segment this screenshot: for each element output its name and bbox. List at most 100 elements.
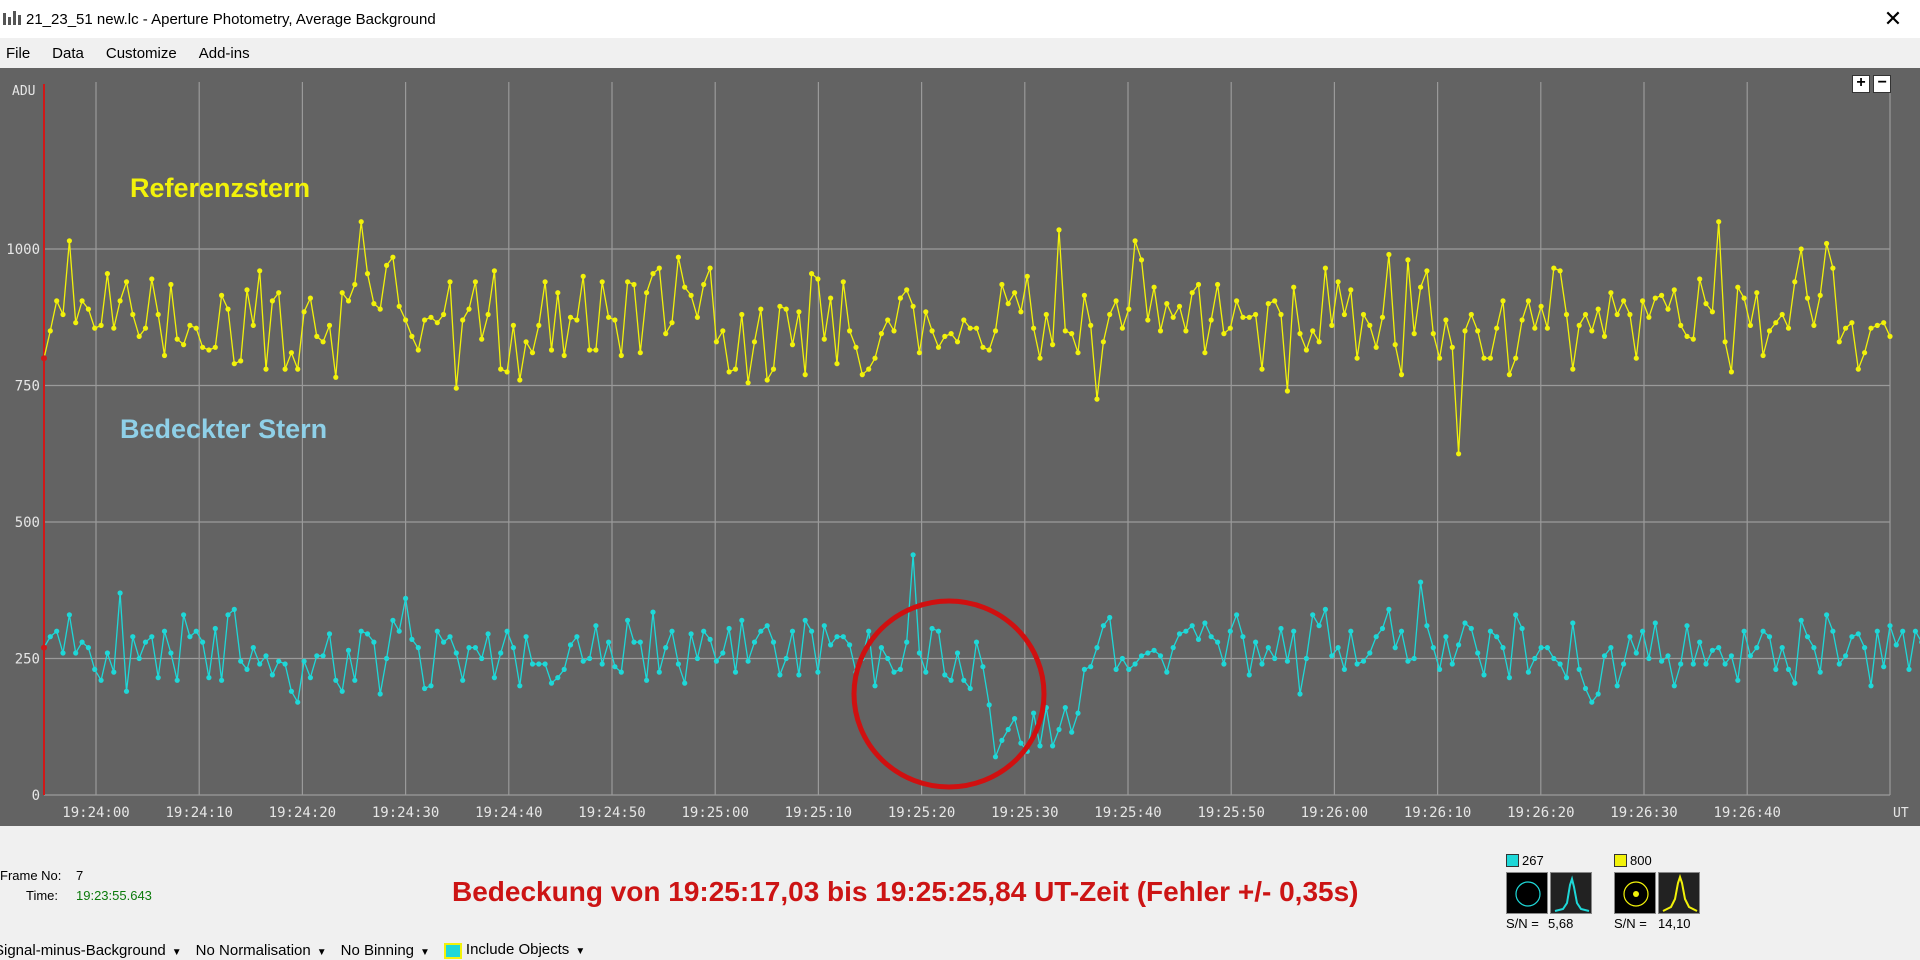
data-point <box>54 298 60 304</box>
light-curve-chart[interactable]: 0 250 500 750 1000 19:24:00 19:24:10 19:24:20 19… <box>0 68 1920 826</box>
data-point <box>168 650 174 656</box>
menu-data[interactable]: Data <box>52 44 84 62</box>
light-curve-plot[interactable]: 0 250 500 750 1000 19:24:00 19:24:10 19:24:20 19… <box>0 68 1920 826</box>
data-point <box>1735 284 1741 290</box>
data-point <box>339 290 345 296</box>
object-1-color-swatch <box>1506 854 1519 867</box>
data-point <box>1881 320 1887 326</box>
data-point <box>1684 333 1690 339</box>
data-point <box>85 306 91 312</box>
data-point <box>1012 716 1018 722</box>
data-point <box>1335 279 1341 285</box>
data-point <box>732 669 739 675</box>
data-point <box>1640 298 1646 304</box>
data-point <box>1411 331 1417 337</box>
object-2-aperture-thumbnail[interactable] <box>1614 872 1656 914</box>
data-point <box>599 661 605 667</box>
data-point <box>1633 650 1639 656</box>
data-point <box>726 625 732 632</box>
x-tick-label: 19:24:30 <box>372 805 439 821</box>
data-point <box>504 369 510 375</box>
zoom-in-button[interactable]: + <box>1852 75 1870 93</box>
data-point <box>669 628 675 634</box>
data-point <box>929 625 935 632</box>
data-point <box>409 333 415 339</box>
mode-dropdown[interactable]: Signal-minus-Background ▼ <box>0 942 182 959</box>
data-point <box>1170 314 1176 320</box>
data-point <box>1849 320 1855 326</box>
data-point <box>1475 650 1481 656</box>
include-objects-dropdown[interactable]: Include Objects ▼ <box>443 941 586 959</box>
object-1-profile-thumbnail[interactable] <box>1550 872 1592 914</box>
data-point <box>529 350 536 356</box>
data-point <box>1462 620 1468 626</box>
menu-customize[interactable]: Customize <box>105 44 177 62</box>
data-point <box>1570 620 1576 626</box>
binning-dropdown[interactable]: No Binning ▼ <box>341 942 430 959</box>
data-point <box>1525 298 1531 304</box>
data-point <box>1354 355 1360 361</box>
data-point <box>1341 666 1347 673</box>
data-point <box>390 617 396 623</box>
data-point <box>777 672 783 678</box>
menu-add-ins[interactable]: Add-ins <box>198 44 250 62</box>
data-point <box>1310 328 1316 334</box>
data-point <box>1824 612 1830 618</box>
x-tick-label: 19:26:00 <box>1301 805 1368 821</box>
data-point <box>1379 625 1386 632</box>
object-2-profile-thumbnail[interactable] <box>1658 872 1700 914</box>
data-point <box>1487 355 1493 361</box>
data-point <box>891 669 897 675</box>
data-point <box>263 653 269 659</box>
data-point <box>263 366 269 372</box>
data-point <box>866 628 872 634</box>
data-point <box>1652 620 1658 626</box>
data-point <box>1170 645 1176 651</box>
include-objects-icon <box>443 942 462 959</box>
data-point <box>1766 634 1773 640</box>
data-point <box>1138 653 1145 659</box>
frame-label: Frame No: <box>0 868 62 883</box>
data-point <box>206 347 212 353</box>
data-point <box>637 639 643 645</box>
data-point <box>967 325 973 331</box>
data-point <box>1659 658 1665 664</box>
data-point <box>1240 314 1246 320</box>
data-point <box>155 311 161 318</box>
data-point <box>555 675 561 681</box>
data-point <box>1056 227 1062 233</box>
data-point <box>1868 325 1874 331</box>
data-point <box>587 347 593 353</box>
object-1-aperture-thumbnail[interactable] <box>1506 872 1548 914</box>
x-tick-label: 19:25:30 <box>991 805 1058 821</box>
normalisation-dropdown[interactable]: No Normalisation ▼ <box>196 942 327 959</box>
data-point <box>1024 273 1030 279</box>
data-point <box>1456 451 1462 457</box>
data-point <box>1253 311 1259 318</box>
data-point <box>644 677 650 683</box>
x-tick-label: 19:25:10 <box>785 805 852 821</box>
data-point <box>859 372 865 378</box>
zoom-out-button[interactable]: − <box>1873 75 1891 93</box>
data-point <box>523 634 529 640</box>
x-tick-label: 19:25:00 <box>681 805 748 821</box>
menu-file[interactable]: File <box>6 44 31 62</box>
data-point <box>396 303 402 309</box>
time-label: Time: <box>26 888 59 903</box>
data-point <box>1418 579 1424 585</box>
data-point <box>231 361 237 367</box>
data-point <box>1291 284 1297 290</box>
data-point <box>117 590 123 596</box>
data-point <box>1322 606 1328 613</box>
data-point <box>1798 617 1804 623</box>
data-point <box>1773 320 1779 326</box>
data-point <box>1411 655 1417 662</box>
chevron-down-icon: ▼ <box>575 946 586 958</box>
data-point <box>1329 322 1335 328</box>
data-point <box>809 271 815 277</box>
data-point <box>1563 311 1570 318</box>
close-button[interactable]: ✕ <box>1883 6 1903 31</box>
data-point <box>1652 295 1658 301</box>
data-point <box>878 645 885 651</box>
data-point <box>510 645 516 651</box>
